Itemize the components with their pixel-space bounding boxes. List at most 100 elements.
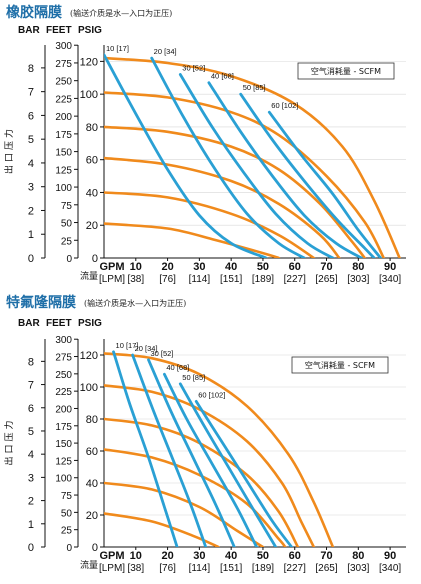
chart1-pressure-curve-80	[104, 125, 366, 258]
chart1-lpm-tick-label: [227]	[284, 274, 306, 285]
chart2-legend-text: 空气消耗量 - SCFM	[305, 360, 375, 370]
chart1-bar-tick-label: 0	[28, 253, 34, 265]
chart1-bar-tick-label: 4	[28, 158, 34, 170]
chart2-psig-tick-label: 60	[86, 446, 98, 458]
chart1-gpm-tick-label: 90	[384, 261, 396, 273]
chart1-feet-tick-label: 100	[55, 183, 72, 194]
chart2-title: 特氟隆隔膜	[6, 294, 76, 311]
chart2-air-curve-40	[163, 372, 258, 547]
chart1-legend-text: 空气消耗量 - SCFM	[311, 66, 381, 76]
chart2-air-curve-10	[112, 350, 179, 547]
chart2-feet-tick-label: 100	[55, 474, 72, 485]
chart1-x-axis-label: 流量	[80, 270, 98, 282]
chart1-feet-tick-label: 300	[55, 41, 72, 52]
chart2-air-curve-label: 50 [85]	[182, 373, 205, 382]
chart2-air-curve-50	[178, 382, 278, 547]
chart2-x-unit-lpm: [LPM]	[99, 563, 125, 574]
chart1-lpm-tick-label: [76]	[159, 274, 176, 285]
chart2-feet-tick-label: 300	[55, 335, 72, 346]
chart2-y-axis-label: 压	[4, 432, 15, 441]
chart2-feet-tick-label: 200	[55, 404, 72, 415]
chart1-lpm-tick-label: [265]	[315, 274, 337, 285]
chart2-bar-tick-label: 7	[28, 380, 34, 392]
chart2-y-axis-label: 出	[3, 456, 15, 465]
chart1-air-curve-label: 30 [52]	[182, 63, 205, 72]
chart1-y-axis-label: 力	[3, 129, 15, 138]
chart2-feet-tick-label: 0	[66, 543, 72, 554]
chart2-feet-tick-label: 150	[55, 439, 72, 450]
chart2-bar-tick-label: 1	[28, 519, 34, 531]
chart1-lpm-tick-label: [189]	[252, 274, 274, 285]
chart2-psig-tick-label: 20	[86, 510, 98, 522]
chart1-feet-tick-label: 200	[55, 112, 72, 123]
chart1-air-curve-60	[267, 110, 382, 258]
chart1-y-header-bar: BAR	[18, 25, 40, 36]
chart2-lpm-tick-label: [265]	[315, 563, 337, 574]
chart2-air-curve-30	[147, 358, 236, 547]
chart2-y-header-feet: FEET	[46, 318, 72, 329]
chart2-y-axis-label: 力	[3, 420, 15, 429]
chart2-air-curve-label: 40 [68]	[166, 363, 189, 372]
chart2-pressure-curve-100	[104, 384, 316, 547]
chart1-feet-tick-label: 175	[55, 130, 72, 141]
chart2-gpm-tick-label: 20	[161, 550, 173, 562]
chart2-gpm-tick-label: 60	[289, 550, 301, 562]
chart1-psig-tick-label: 100	[80, 89, 98, 101]
chart2-gpm-tick-label: 80	[352, 550, 364, 562]
chart2-lpm-tick-label: [114]	[189, 563, 211, 574]
chart2-feet-tick-label: 25	[61, 526, 73, 537]
chart1-air-curve-label: 60 [102]	[271, 101, 298, 110]
chart2-gpm-tick-label: 30	[193, 550, 205, 562]
chart2-lpm-tick-label: [151]	[220, 563, 242, 574]
chart2-lpm-tick-label: [227]	[284, 563, 306, 574]
chart1-x-unit-gpm: GPM	[99, 261, 124, 273]
chart1-gpm-tick-label: 30	[193, 261, 205, 273]
chart2-air-curve-label: 60 [102]	[198, 390, 225, 399]
chart2-gpm-tick-label: 10	[130, 550, 142, 562]
chart2-air-curve-60	[194, 400, 293, 547]
chart2-bar-tick-label: 3	[28, 472, 34, 484]
chart2-feet-tick-label: 175	[55, 422, 72, 433]
chart2-gpm-tick-label: 40	[225, 550, 237, 562]
chart1-air-curve-label: 50 [85]	[243, 83, 266, 92]
chart2-x-axis-label: 流量	[80, 559, 98, 571]
chart1-lpm-tick-label: [38]	[127, 274, 144, 285]
chart1-feet-tick-label: 25	[61, 236, 73, 247]
chart2-lpm-tick-label: [189]	[252, 563, 274, 574]
chart1-pressure-curve-120	[104, 56, 401, 258]
chart1-feet-tick-label: 250	[55, 77, 72, 88]
chart2-x-unit-gpm: GPM	[99, 550, 124, 562]
chart2-psig-tick-label: 0	[92, 542, 98, 554]
chart2-feet-tick-label: 225	[55, 387, 72, 398]
chart2-air-curve-label: 20 [34]	[135, 344, 158, 353]
chart2-lpm-tick-label: [76]	[159, 563, 176, 574]
chart1-y-axis-label: 口	[5, 153, 15, 162]
chart1-air-curve-30	[178, 73, 335, 258]
chart1-y-axis-label: 压	[4, 141, 15, 150]
chart2-pressure-curve-40	[104, 481, 265, 547]
chart1-psig-tick-label: 60	[86, 155, 98, 167]
chart2-legend-box	[291, 356, 389, 374]
chart1-feet-tick-label: 275	[55, 59, 72, 70]
chart2-air-curve-label: 10 [17]	[116, 341, 139, 350]
chart1-pressure-curve-40	[104, 191, 316, 258]
chart1-gpm-tick-label: 20	[161, 261, 173, 273]
chart2-psig-tick-label: 80	[86, 414, 98, 426]
chart1-y-header-psig: PSIG	[78, 25, 102, 36]
chart2-subtitle: (输送介质是水—入口为正压)	[84, 298, 186, 308]
chart1-air-curve-40	[207, 81, 363, 258]
chart1-psig-tick-label: 40	[86, 187, 98, 199]
chart1-bar-tick-label: 3	[28, 182, 34, 194]
chart2-feet-tick-label: 50	[61, 508, 73, 519]
chart2-y-header-bar: BAR	[18, 318, 40, 329]
chart1-psig-tick-label: 0	[92, 253, 98, 265]
chart1-bar-tick-label: 8	[28, 63, 34, 75]
chart2-feet-tick-label: 250	[55, 370, 72, 381]
chart1-air-curve-label: 20 [34]	[154, 47, 177, 56]
chart2-feet-tick-label: 275	[55, 353, 72, 364]
chart1-subtitle: (输送介质是水—入口为正压)	[70, 8, 172, 18]
chart2-y-header-psig: PSIG	[78, 318, 102, 329]
chart2-bar-tick-label: 2	[28, 496, 34, 508]
chart2-lpm-tick-label: [38]	[127, 563, 144, 574]
chart2-bar-tick-label: 5	[28, 426, 34, 438]
